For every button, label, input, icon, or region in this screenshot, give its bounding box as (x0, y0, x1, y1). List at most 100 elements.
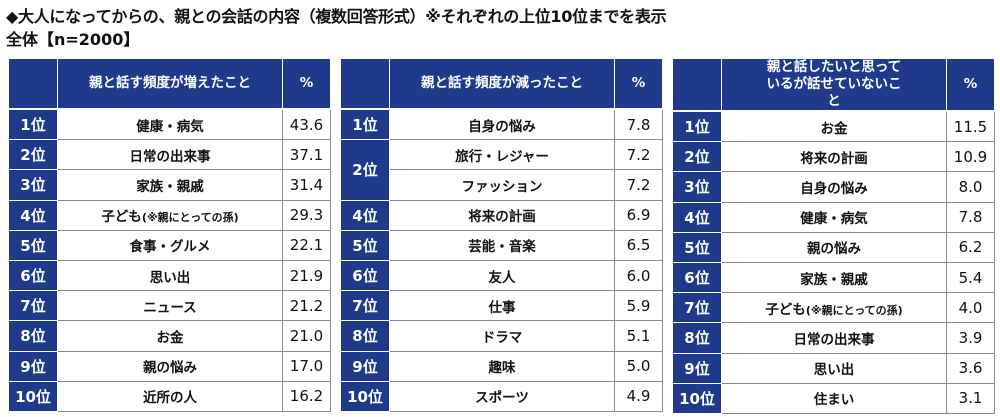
percent-cell: 21.9 (282, 259, 331, 292)
rank-header (8, 58, 58, 110)
item-header: 親と話す頻度が増えたこと (57, 58, 283, 110)
table-row: 9位 親の悩み 17.0 (8, 350, 331, 382)
percent-cell: 43.6 (282, 108, 331, 141)
percent-cell: 6.9 (614, 199, 663, 231)
item-cell: 親の悩み (57, 350, 283, 382)
rank-cell: 5位 (340, 229, 390, 261)
item-cell: 子ども(※親にとっての孫) (721, 292, 947, 324)
item-cell: 親の悩み (721, 231, 947, 263)
item-label: 子ども (765, 301, 806, 318)
rank-cell: 9位 (8, 350, 58, 382)
rank-cell: 7位 (340, 290, 390, 322)
item-label: 日常の出来事 (129, 148, 211, 165)
item-note: (※親にとっての孫) (141, 211, 239, 225)
rank-cell: 5位 (8, 229, 58, 261)
item-label: ファッション (461, 178, 543, 195)
rank-cell: 8位 (8, 320, 58, 352)
item-cell: 思い出 (721, 352, 947, 384)
item-label: お金 (156, 329, 184, 346)
table-row: 6位 思い出 21.9 (8, 259, 331, 292)
item-label: 友人 (488, 269, 516, 286)
rank-cell: 8位 (672, 322, 722, 354)
item-label: 趣味 (488, 360, 516, 377)
table-row: 10位 近所の人 16.2 (8, 380, 331, 412)
table-row: 1位 自身の悩み 7.8 (340, 108, 663, 141)
item-label: 思い出 (813, 362, 855, 379)
item-label: 食事・グルメ (129, 239, 211, 256)
item-cell: 家族・親戚 (57, 169, 283, 201)
item-label: 健康・病気 (800, 211, 868, 228)
percent-cell: 3.6 (946, 352, 995, 384)
item-label: 芸能・音楽 (468, 239, 536, 256)
table-row: 1位 健康・病気 43.6 (8, 108, 331, 141)
table-row: 6位 家族・親戚 5.4 (672, 261, 995, 294)
item-label: 家族・親戚 (800, 271, 868, 288)
percent-cell: 10.9 (946, 141, 995, 173)
table-row: 7位 子ども(※親にとっての孫) 4.0 (672, 292, 995, 324)
item-label: スポーツ (475, 390, 529, 407)
rank-cell: 10位 (340, 380, 390, 412)
percent-cell: 17.0 (282, 350, 331, 382)
item-label: ニュース (143, 299, 197, 316)
wanted-topics-table: 親と話したいと思っているが話せていないこと% 1位 お金 11.5 2位 将来の計画 10.… (672, 58, 995, 414)
item-cell: ドラマ (389, 320, 615, 352)
percent-cell: 5.4 (946, 261, 995, 294)
item-cell: 友人 (389, 259, 615, 292)
item-cell: 自身の悩み (389, 108, 615, 141)
item-cell: 将来の計画 (721, 141, 947, 173)
page-title: ◆大人になってからの、親との会話の内容（複数回答形式）※それぞれの上位10位まで… (6, 7, 667, 26)
table-row: 4位 健康・病気 7.8 (672, 201, 995, 233)
item-cell: 健康・病気 (57, 108, 283, 141)
percent-cell: 7.8 (946, 201, 995, 233)
item-label: 将来の計画 (468, 209, 536, 226)
rank-cell: 7位 (8, 290, 58, 322)
increased-topics-table: 親と話す頻度が増えたこと% 1位 健康・病気 43.6 2位 日常の出来事 37.1 3位 家族… (8, 58, 331, 412)
item-label: 思い出 (149, 269, 191, 286)
percent-cell: 7.2 (614, 169, 663, 201)
percent-header: % (946, 58, 995, 112)
percent-cell: 8.0 (946, 171, 995, 203)
item-label: 旅行・レジャー (455, 148, 549, 165)
percent-cell: 6.5 (614, 229, 663, 261)
rank-cell: 9位 (672, 352, 722, 384)
percent-header: % (282, 58, 331, 110)
item-label: お金 (820, 120, 848, 137)
item-cell: 住まい (721, 382, 947, 414)
item-cell: 日常の出来事 (57, 139, 283, 171)
table-row: 3位 家族・親戚 31.4 (8, 169, 331, 201)
table-row: 8位 日常の出来事 3.9 (672, 322, 995, 354)
table-row: 10位 住まい 3.1 (672, 382, 995, 414)
rank-cell: 3位 (8, 169, 58, 201)
item-cell: 近所の人 (57, 380, 283, 412)
item-cell: 思い出 (57, 259, 283, 292)
percent-cell: 4.9 (614, 380, 663, 412)
item-label: 自身の悩み (468, 118, 536, 135)
item-header: 親と話したいと思っているが話せていないこと (721, 58, 947, 112)
item-cell: お金 (721, 110, 947, 143)
rank-cell: 4位 (340, 199, 390, 231)
item-cell: 健康・病気 (721, 201, 947, 233)
item-label: 近所の人 (143, 390, 197, 407)
item-label: 子ども (101, 209, 142, 226)
table-row: 1位 お金 11.5 (672, 110, 995, 143)
table-row: 5位 食事・グルメ 22.1 (8, 229, 331, 261)
table-row: 8位 お金 21.0 (8, 320, 331, 352)
item-label: 自身の悩み (800, 180, 868, 197)
rank-cell: 10位 (8, 380, 58, 412)
item-cell: 子ども(※親にとっての孫) (57, 199, 283, 231)
percent-cell: 21.0 (282, 320, 331, 352)
rank-cell: 3位 (672, 171, 722, 203)
item-label: 将来の計画 (800, 150, 868, 167)
percent-cell: 31.4 (282, 169, 331, 201)
percent-cell: 16.2 (282, 380, 331, 412)
percent-cell: 7.2 (614, 139, 663, 171)
percent-cell: 21.2 (282, 290, 331, 322)
rank-cell: 4位 (672, 201, 722, 233)
item-label: 住まい (813, 392, 855, 409)
table-row: 2位 将来の計画 10.9 (672, 141, 995, 173)
item-label: 親の悩み (807, 241, 861, 258)
table-row: 9位 思い出 3.6 (672, 352, 995, 384)
table-row: 10位 スポーツ 4.9 (340, 380, 663, 412)
item-cell: 将来の計画 (389, 199, 615, 231)
item-label: 仕事 (488, 299, 516, 316)
